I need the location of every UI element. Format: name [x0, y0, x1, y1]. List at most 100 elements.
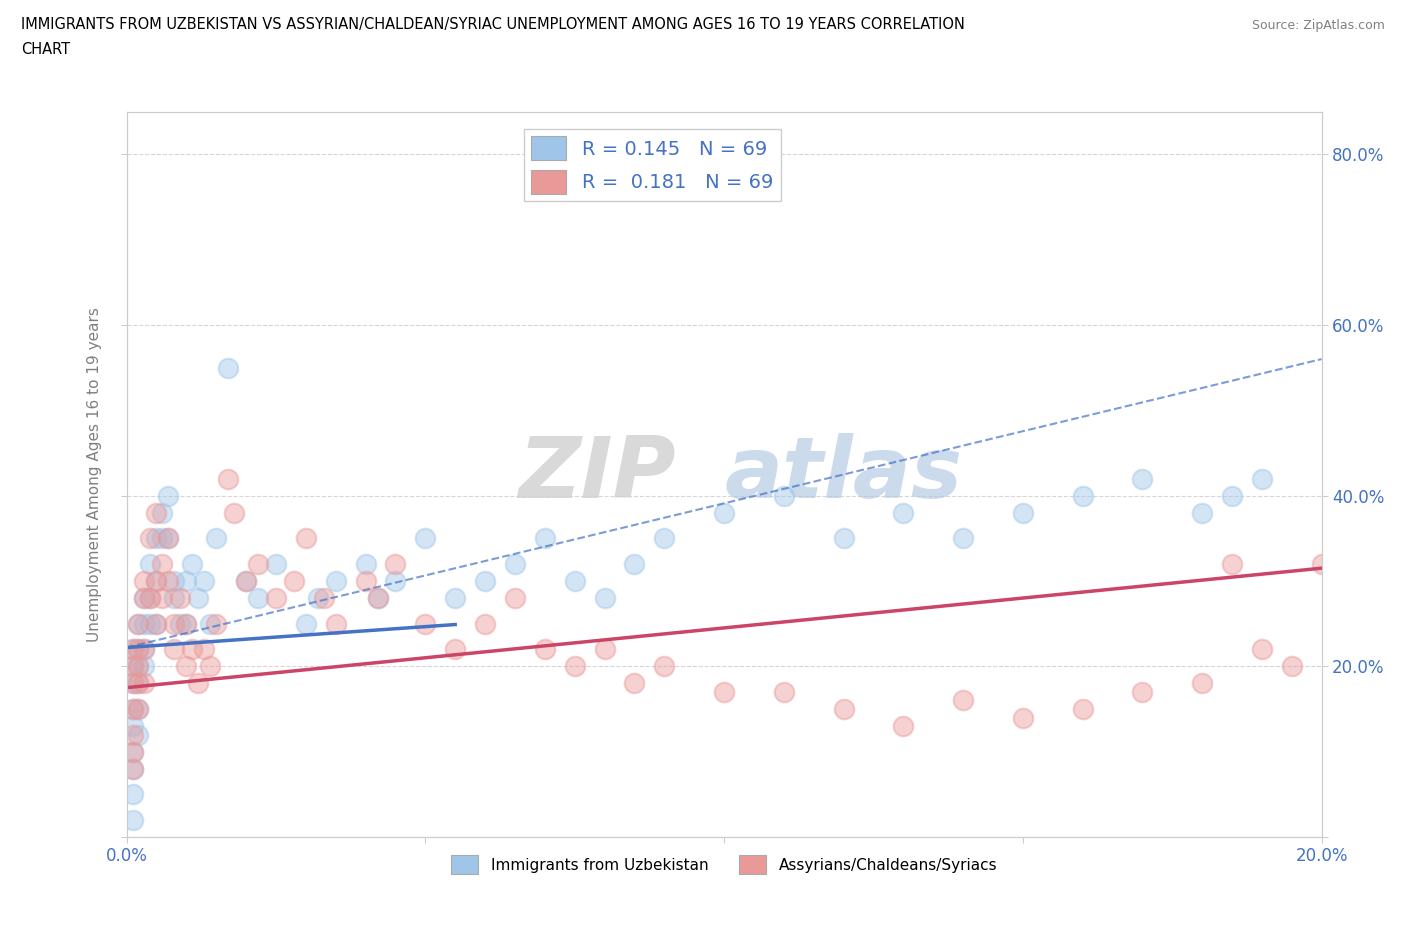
- Point: [127, 642, 149, 657]
- Point: [235, 574, 257, 589]
- Point: [121, 762, 143, 777]
- Point: [205, 531, 228, 546]
- Point: [145, 531, 167, 546]
- Point: [169, 591, 191, 605]
- Point: [952, 531, 974, 546]
- Point: [623, 676, 645, 691]
- Point: [121, 642, 143, 657]
- Point: [235, 574, 257, 589]
- Point: [264, 591, 287, 605]
- Point: [174, 617, 197, 631]
- Point: [145, 574, 167, 589]
- Point: [127, 617, 149, 631]
- Point: [121, 762, 143, 777]
- Point: [163, 642, 186, 657]
- Point: [713, 505, 735, 520]
- Point: [121, 787, 143, 802]
- Point: [163, 617, 186, 631]
- Point: [134, 591, 156, 605]
- Point: [1251, 642, 1274, 657]
- Point: [157, 574, 180, 589]
- Point: [121, 744, 143, 759]
- Point: [564, 658, 586, 673]
- Point: [121, 701, 143, 716]
- Point: [247, 556, 270, 571]
- Point: [294, 531, 316, 546]
- Text: Source: ZipAtlas.com: Source: ZipAtlas.com: [1251, 19, 1385, 32]
- Point: [163, 574, 186, 589]
- Point: [534, 531, 557, 546]
- Point: [169, 617, 191, 631]
- Point: [127, 727, 149, 742]
- Point: [134, 591, 156, 605]
- Point: [127, 658, 149, 673]
- Point: [652, 658, 675, 673]
- Point: [127, 676, 149, 691]
- Point: [952, 693, 974, 708]
- Point: [134, 617, 156, 631]
- Point: [121, 658, 143, 673]
- Point: [325, 574, 347, 589]
- Point: [193, 642, 215, 657]
- Point: [145, 574, 167, 589]
- Point: [157, 531, 180, 546]
- Point: [187, 591, 209, 605]
- Point: [145, 617, 167, 631]
- Point: [157, 488, 180, 503]
- Point: [139, 617, 162, 631]
- Point: [174, 617, 197, 631]
- Point: [127, 642, 149, 657]
- Point: [354, 556, 377, 571]
- Point: [893, 505, 915, 520]
- Point: [713, 684, 735, 699]
- Point: [139, 591, 162, 605]
- Point: [121, 658, 143, 673]
- Point: [773, 488, 796, 503]
- Point: [1220, 556, 1243, 571]
- Point: [534, 642, 557, 657]
- Point: [593, 642, 616, 657]
- Point: [564, 574, 586, 589]
- Point: [444, 642, 467, 657]
- Text: atlas: atlas: [724, 432, 962, 516]
- Point: [121, 727, 143, 742]
- Point: [134, 642, 156, 657]
- Point: [134, 642, 156, 657]
- Point: [152, 531, 174, 546]
- Point: [384, 574, 406, 589]
- Point: [503, 591, 526, 605]
- Point: [145, 505, 167, 520]
- Point: [127, 676, 149, 691]
- Point: [181, 556, 204, 571]
- Point: [217, 472, 239, 486]
- Point: [652, 531, 675, 546]
- Point: [1191, 505, 1213, 520]
- Point: [145, 617, 167, 631]
- Point: [1281, 658, 1303, 673]
- Point: [139, 556, 162, 571]
- Point: [415, 531, 437, 546]
- Point: [623, 556, 645, 571]
- Point: [893, 719, 915, 734]
- Point: [222, 505, 246, 520]
- Y-axis label: Unemployment Among Ages 16 to 19 years: Unemployment Among Ages 16 to 19 years: [87, 307, 103, 642]
- Point: [121, 744, 143, 759]
- Point: [174, 658, 197, 673]
- Point: [415, 617, 437, 631]
- Point: [205, 617, 228, 631]
- Point: [384, 556, 406, 571]
- Point: [181, 642, 204, 657]
- Point: [247, 591, 270, 605]
- Point: [127, 658, 149, 673]
- Point: [1071, 488, 1094, 503]
- Point: [139, 531, 162, 546]
- Point: [1130, 684, 1153, 699]
- Point: [312, 591, 335, 605]
- Point: [193, 574, 215, 589]
- Point: [127, 701, 149, 716]
- Point: [163, 591, 186, 605]
- Point: [121, 701, 143, 716]
- Point: [1011, 505, 1033, 520]
- Point: [200, 658, 222, 673]
- Point: [121, 813, 143, 828]
